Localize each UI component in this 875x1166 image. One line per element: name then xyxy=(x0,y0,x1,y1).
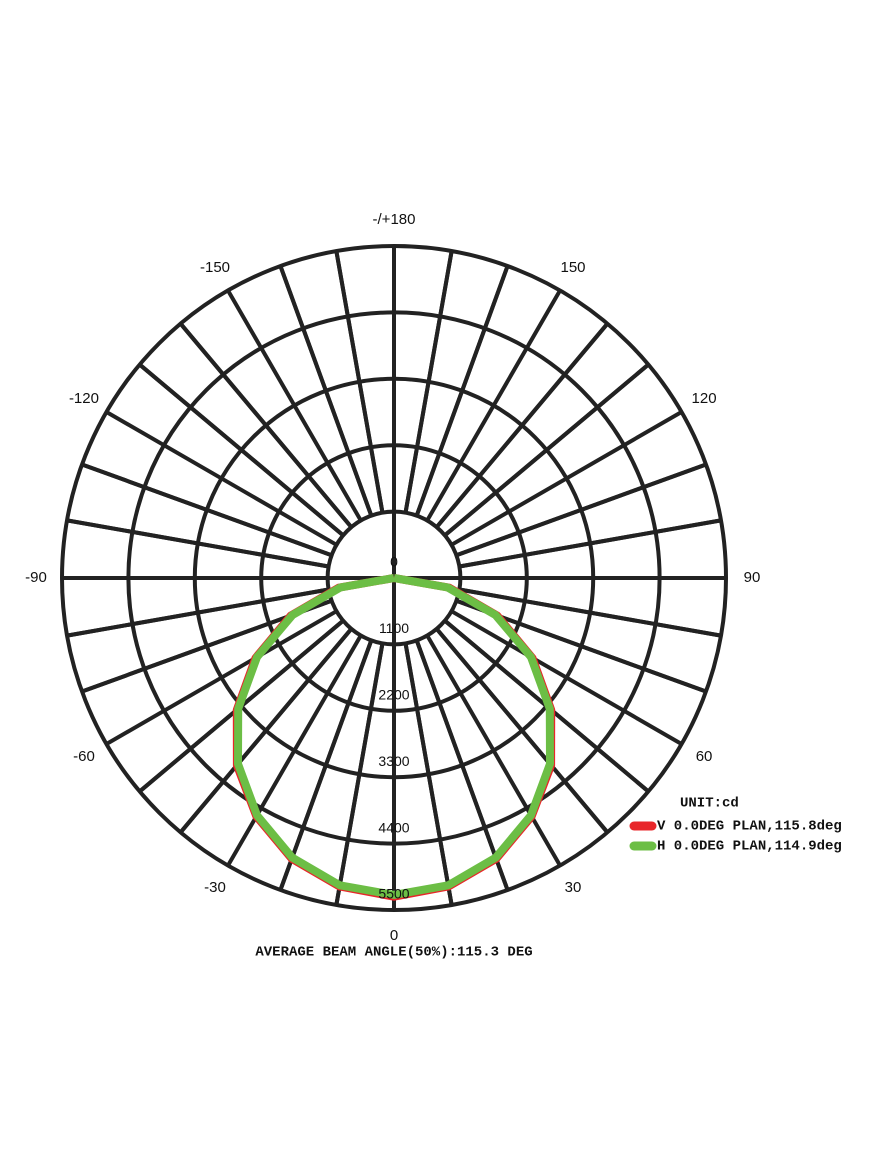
minor-spoke xyxy=(179,627,353,834)
r-tick-label: 1100 xyxy=(379,620,409,636)
angle-tick-label: -150 xyxy=(200,259,230,276)
angle-tick-label: 150 xyxy=(560,259,585,276)
minor-spoke xyxy=(435,627,609,834)
r-tick-label: 2200 xyxy=(378,687,409,703)
series-line xyxy=(234,574,554,899)
angle-tick-label: -120 xyxy=(69,390,99,407)
minor-spoke xyxy=(81,462,333,558)
angle-tick-label: -90 xyxy=(25,569,47,586)
minor-spoke xyxy=(403,250,454,513)
r-tick-label: 4400 xyxy=(378,819,409,835)
minor-spoke xyxy=(138,363,345,537)
angle-tick-label: -30 xyxy=(204,879,226,896)
angle-tick-label: 90 xyxy=(744,569,761,586)
minor-spoke xyxy=(179,322,353,529)
grid-spoke xyxy=(105,609,338,746)
footer: AVERAGE BEAM ANGLE(50%):115.3 DEG xyxy=(255,945,532,961)
minor-spoke xyxy=(414,639,510,891)
minor-spoke xyxy=(435,322,609,529)
r-tick-label: 3300 xyxy=(378,753,409,769)
legend-label: V 0.0DEG PLAN,115.8deg xyxy=(657,819,842,835)
grid-spoke xyxy=(105,410,338,547)
grid-spoke xyxy=(226,634,363,867)
minor-spoke xyxy=(459,518,722,569)
minor-spoke xyxy=(443,363,650,537)
angle-tick-label: 30 xyxy=(565,879,582,896)
grid-spoke xyxy=(226,289,363,522)
grid-spoke xyxy=(425,289,562,522)
minor-spoke xyxy=(414,265,510,517)
minor-spoke xyxy=(455,462,707,558)
legend-title: UNIT:cd xyxy=(680,796,739,812)
minor-spoke xyxy=(403,643,454,906)
grid-spoke xyxy=(450,410,683,547)
minor-spoke xyxy=(66,587,329,638)
minor-spoke xyxy=(278,639,374,891)
minor-spoke xyxy=(66,518,329,569)
grid-spoke xyxy=(450,609,683,746)
minor-spoke xyxy=(459,587,722,638)
minor-spoke xyxy=(334,643,385,906)
angle-tick-label: 0 xyxy=(390,927,398,944)
angle-tick-label: -/+180 xyxy=(373,211,416,228)
angle-tick-label: 60 xyxy=(696,748,713,765)
minor-spoke xyxy=(334,250,385,513)
r-tick-label: 0 xyxy=(390,554,398,570)
r-tick-label: 5500 xyxy=(378,886,409,902)
angle-tick-label: -60 xyxy=(73,748,95,765)
minor-spoke xyxy=(278,265,374,517)
legend-label: H 0.0DEG PLAN,114.9deg xyxy=(657,839,842,855)
angle-tick-label: 120 xyxy=(692,390,717,407)
grid-spoke xyxy=(425,634,562,867)
